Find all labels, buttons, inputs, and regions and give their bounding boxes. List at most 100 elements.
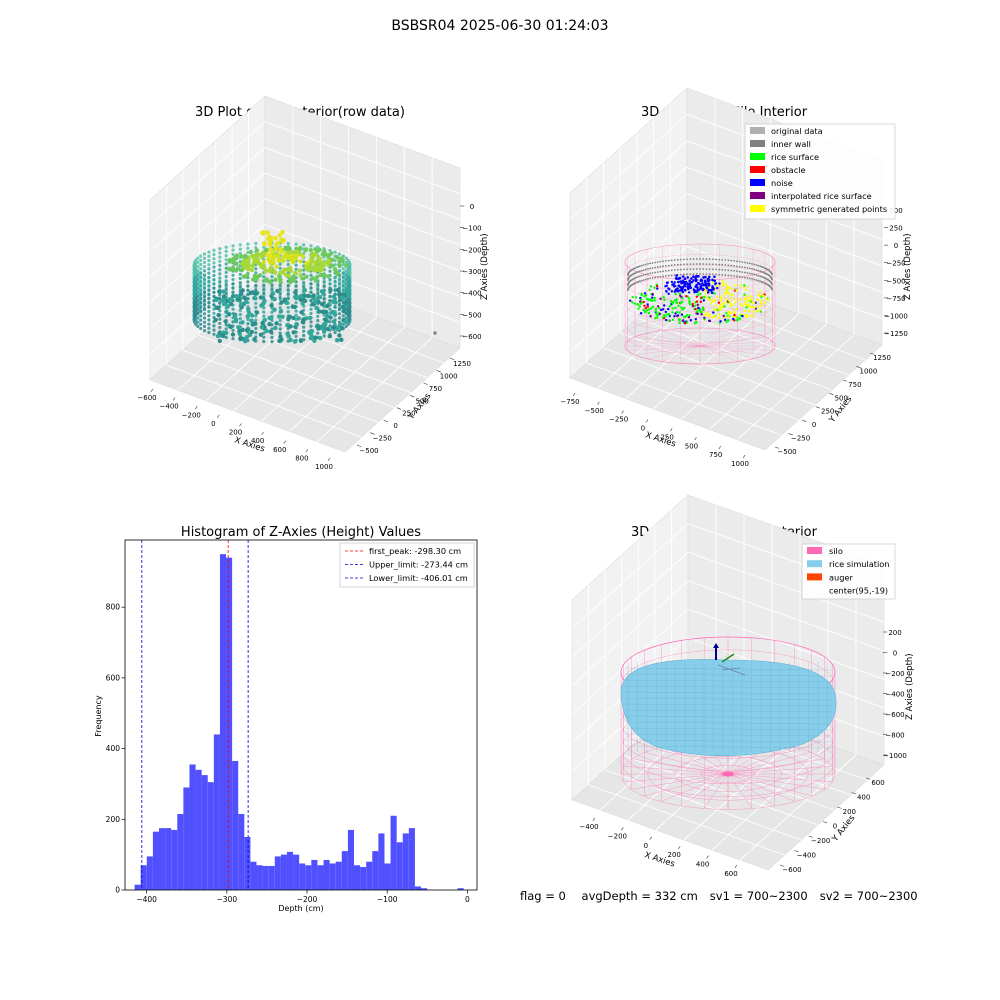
sim-y-tick bbox=[865, 777, 871, 780]
classify-point bbox=[694, 318, 697, 321]
inner-wall-point bbox=[679, 268, 682, 271]
inner-wall-point bbox=[733, 275, 735, 277]
classify-point bbox=[716, 284, 719, 288]
noise-point bbox=[682, 281, 685, 284]
raw-point bbox=[280, 314, 285, 319]
raw-point bbox=[230, 332, 236, 337]
raw-point bbox=[337, 281, 342, 285]
raw-point bbox=[196, 320, 200, 324]
inner-wall-point bbox=[771, 278, 773, 281]
inner-wall-point bbox=[759, 280, 761, 283]
flag-text: flag = 0 bbox=[520, 889, 566, 903]
raw-point bbox=[341, 267, 345, 271]
raw-y-tick bbox=[410, 395, 415, 398]
classify-y-label: −500 bbox=[777, 448, 796, 456]
classify-point bbox=[700, 313, 703, 316]
raw-point bbox=[278, 331, 282, 335]
raw-point bbox=[310, 251, 316, 256]
raw-point bbox=[310, 255, 316, 260]
inner-wall-point bbox=[642, 269, 645, 271]
grid-line bbox=[619, 332, 816, 406]
raw-point bbox=[288, 269, 294, 274]
classify-point bbox=[680, 306, 683, 309]
raw-point bbox=[252, 273, 257, 279]
sim-z-label: −1000 bbox=[883, 752, 907, 760]
silo-ring bbox=[624, 254, 776, 291]
grid-line bbox=[231, 305, 428, 379]
inner-wall-point bbox=[634, 272, 636, 274]
raw-point bbox=[233, 317, 239, 322]
raw-point bbox=[265, 230, 270, 235]
raw-point bbox=[302, 243, 306, 247]
inner-wall-point bbox=[746, 277, 749, 279]
sim-y-tick bbox=[794, 850, 799, 853]
raw-point bbox=[278, 309, 284, 314]
classify-point bbox=[696, 310, 699, 313]
classify-point bbox=[649, 315, 652, 318]
raw-point bbox=[254, 314, 258, 318]
raw-point bbox=[309, 244, 313, 248]
raw-point bbox=[288, 324, 293, 329]
raw-point bbox=[196, 273, 200, 277]
raw-point bbox=[199, 288, 203, 292]
classify-point bbox=[756, 305, 759, 308]
inner-wall-point bbox=[708, 258, 711, 260]
raw-data-y-label: Y Axies bbox=[406, 391, 434, 423]
raw-point bbox=[286, 316, 291, 321]
inner-wall-point bbox=[721, 263, 724, 266]
raw-point bbox=[254, 255, 259, 260]
raw-point bbox=[270, 287, 274, 291]
classify-point bbox=[714, 309, 717, 312]
grid-line bbox=[588, 784, 785, 856]
histogram-bar bbox=[305, 865, 312, 890]
raw-point bbox=[311, 293, 316, 298]
classify-x-label: 250 bbox=[660, 433, 673, 441]
raw-point bbox=[286, 283, 290, 288]
raw-point bbox=[262, 331, 266, 335]
histogram-bar bbox=[244, 836, 251, 890]
classify-x-tick bbox=[645, 419, 649, 423]
raw-point bbox=[254, 277, 259, 282]
raw-point bbox=[341, 314, 345, 318]
classify-point bbox=[643, 310, 647, 313]
raw-x-label: −400 bbox=[160, 403, 179, 411]
sim-y-label: −600 bbox=[782, 866, 801, 874]
raw-point bbox=[341, 308, 346, 314]
classify-x-tick bbox=[742, 454, 746, 458]
classify-y-tick bbox=[774, 446, 780, 449]
classify-point bbox=[725, 298, 728, 301]
histogram-bar bbox=[146, 856, 153, 890]
classify-point bbox=[694, 308, 697, 311]
histogram-x-tick-label: 0 bbox=[465, 895, 470, 904]
raw-point bbox=[246, 242, 250, 246]
histogram-bar bbox=[207, 782, 214, 890]
rice-mesh-line bbox=[624, 739, 833, 743]
classify-y-label: 250 bbox=[821, 408, 834, 416]
grid-line bbox=[569, 166, 688, 273]
raw-point bbox=[333, 288, 337, 292]
raw-point bbox=[199, 318, 203, 322]
classify-point bbox=[694, 304, 697, 307]
raw-point bbox=[238, 336, 243, 341]
noise-point bbox=[707, 288, 711, 292]
inner-wall-point bbox=[715, 273, 717, 276]
histogram-bar bbox=[238, 813, 245, 890]
grid-line bbox=[264, 121, 461, 195]
raw-point bbox=[310, 259, 315, 264]
raw-point bbox=[218, 280, 222, 284]
histogram-y-ticks: 0 200 400 600 800 bbox=[106, 603, 125, 895]
classify-point bbox=[746, 315, 749, 319]
raw-point bbox=[302, 288, 307, 293]
classify-point bbox=[708, 296, 711, 299]
raw-point bbox=[250, 263, 255, 269]
silo-spoke bbox=[699, 341, 773, 347]
inner-wall-point bbox=[662, 265, 664, 268]
raw-point bbox=[254, 326, 258, 331]
inner-wall-point bbox=[760, 270, 763, 273]
raw-point bbox=[246, 288, 250, 292]
raw-point bbox=[341, 288, 345, 292]
raw-point bbox=[194, 258, 198, 262]
inner-wall-point bbox=[692, 268, 695, 270]
raw-point bbox=[273, 253, 278, 259]
sim-x-label: 0 bbox=[644, 842, 648, 850]
